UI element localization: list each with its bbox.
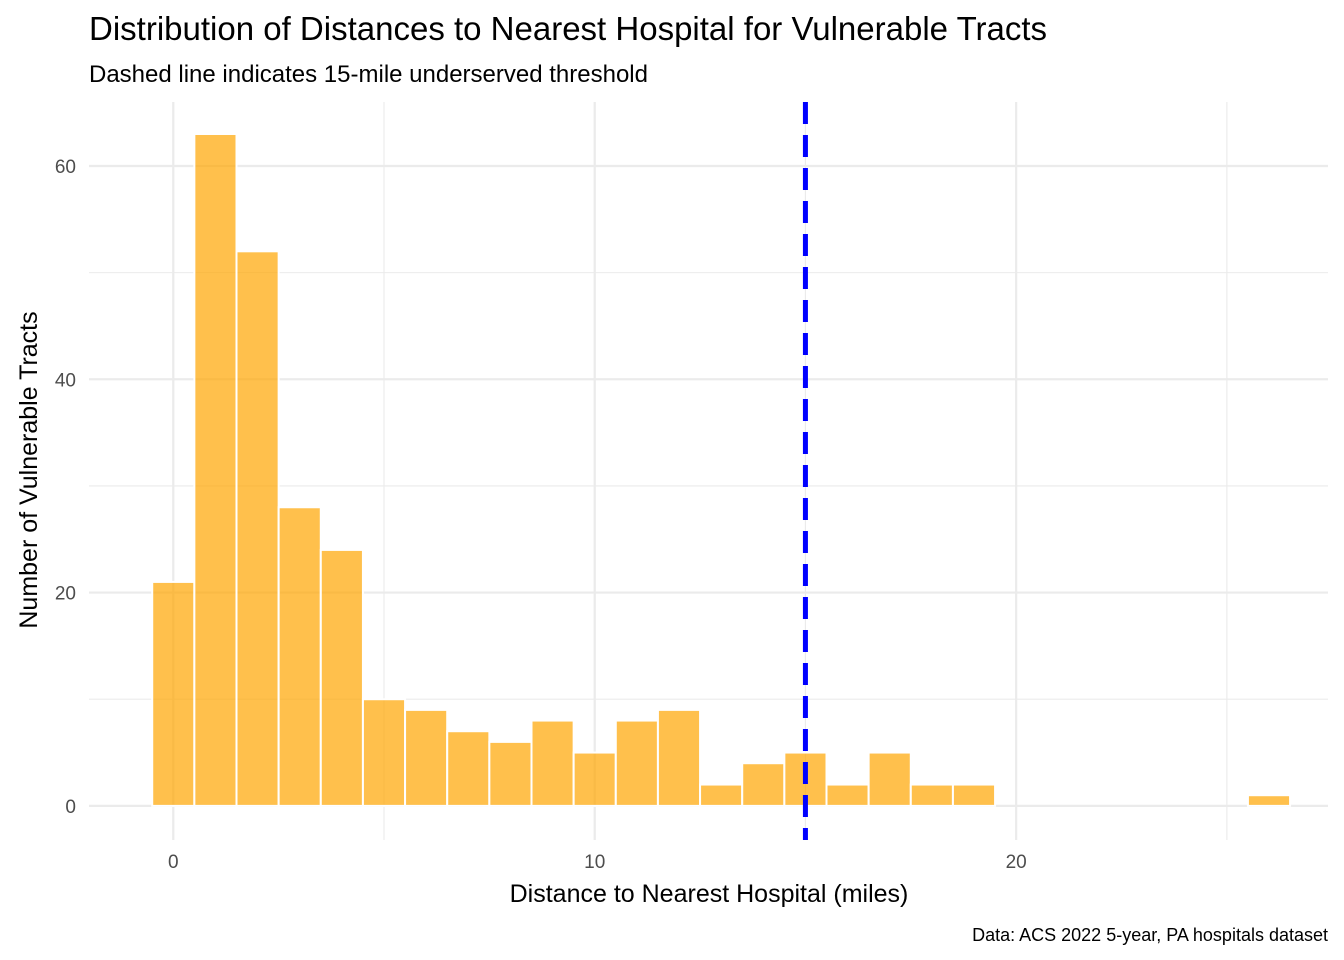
histogram-bar — [361, 698, 407, 807]
histogram-bar — [614, 719, 659, 807]
histogram-bar — [193, 132, 238, 807]
x-tick-label: 20 — [1006, 852, 1027, 873]
x-axis-title: Distance to Nearest Hospital (miles) — [510, 880, 909, 908]
y-axis-ticks: 0 20 40 60 — [55, 157, 76, 818]
chart-subtitle: Dashed line indicates 15-mile underserve… — [89, 61, 648, 88]
y-tick-label: 20 — [55, 584, 76, 605]
y-tick-label: 40 — [55, 370, 76, 391]
histogram-bar — [151, 580, 196, 807]
histogram-bar — [404, 708, 449, 807]
bars-group — [151, 132, 1292, 807]
chart-title: Distribution of Distances to Nearest Hos… — [89, 10, 1047, 47]
y-axis-title: Number of Vulnerable Tracts — [15, 311, 43, 628]
x-axis-ticks: 0 10 20 — [168, 852, 1027, 873]
y-tick-label: 60 — [55, 157, 76, 178]
histogram-bar — [909, 783, 954, 807]
y-tick-label: 0 — [65, 797, 76, 818]
histogram-bar — [572, 751, 617, 807]
histogram-bar — [488, 740, 533, 807]
histogram-bar — [446, 730, 491, 807]
chart-caption: Data: ACS 2022 5-year, PA hospitals data… — [972, 925, 1328, 945]
histogram-bar — [699, 783, 744, 807]
histogram-bar — [277, 506, 322, 807]
histogram-bar — [656, 708, 702, 807]
histogram-bar — [1246, 794, 1292, 807]
histogram-bar — [741, 762, 786, 807]
histogram-bar — [825, 783, 870, 807]
histogram-bar — [235, 250, 280, 807]
x-tick-label: 10 — [584, 852, 605, 873]
histogram-bar — [530, 719, 575, 807]
histogram-bar — [319, 548, 364, 807]
histogram-bar — [867, 751, 912, 807]
x-tick-label: 0 — [168, 852, 179, 873]
histogram-bar — [951, 783, 997, 807]
